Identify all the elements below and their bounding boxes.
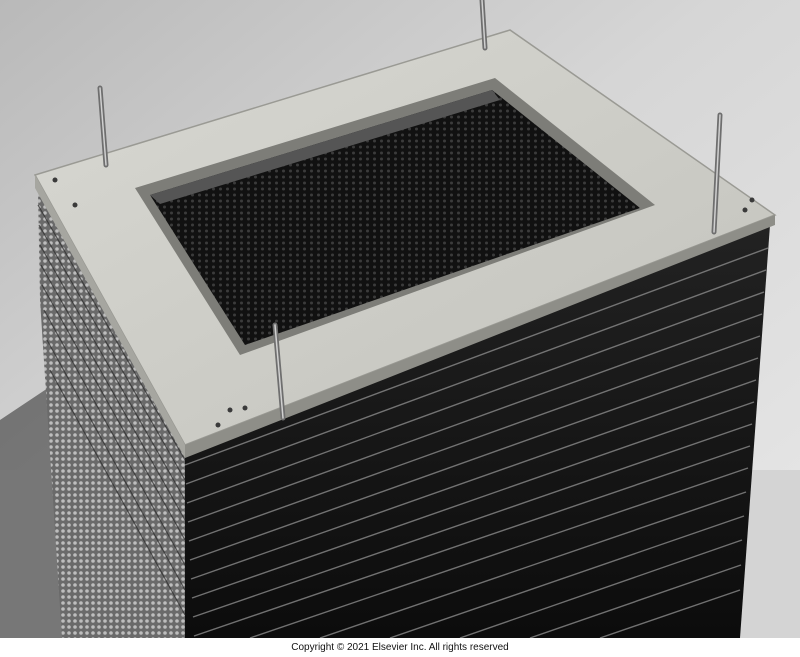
top-plate-edge: [185, 215, 775, 458]
honeycomb-core: [150, 90, 640, 345]
copyright-caption: Copyright © 2021 Elsevier Inc. All right…: [291, 642, 509, 653]
stack-front-face: [185, 225, 770, 638]
photograph: [0, 0, 800, 638]
plate-edges: [184, 247, 769, 638]
honeycomb-inner-lip: [150, 90, 500, 204]
top-plate-edge-left: [35, 175, 185, 458]
bolt-holes: [52, 177, 755, 428]
plate-edges-left: [37, 204, 186, 616]
stack-left-side: [38, 190, 185, 638]
threaded-rods: [97, 0, 723, 421]
